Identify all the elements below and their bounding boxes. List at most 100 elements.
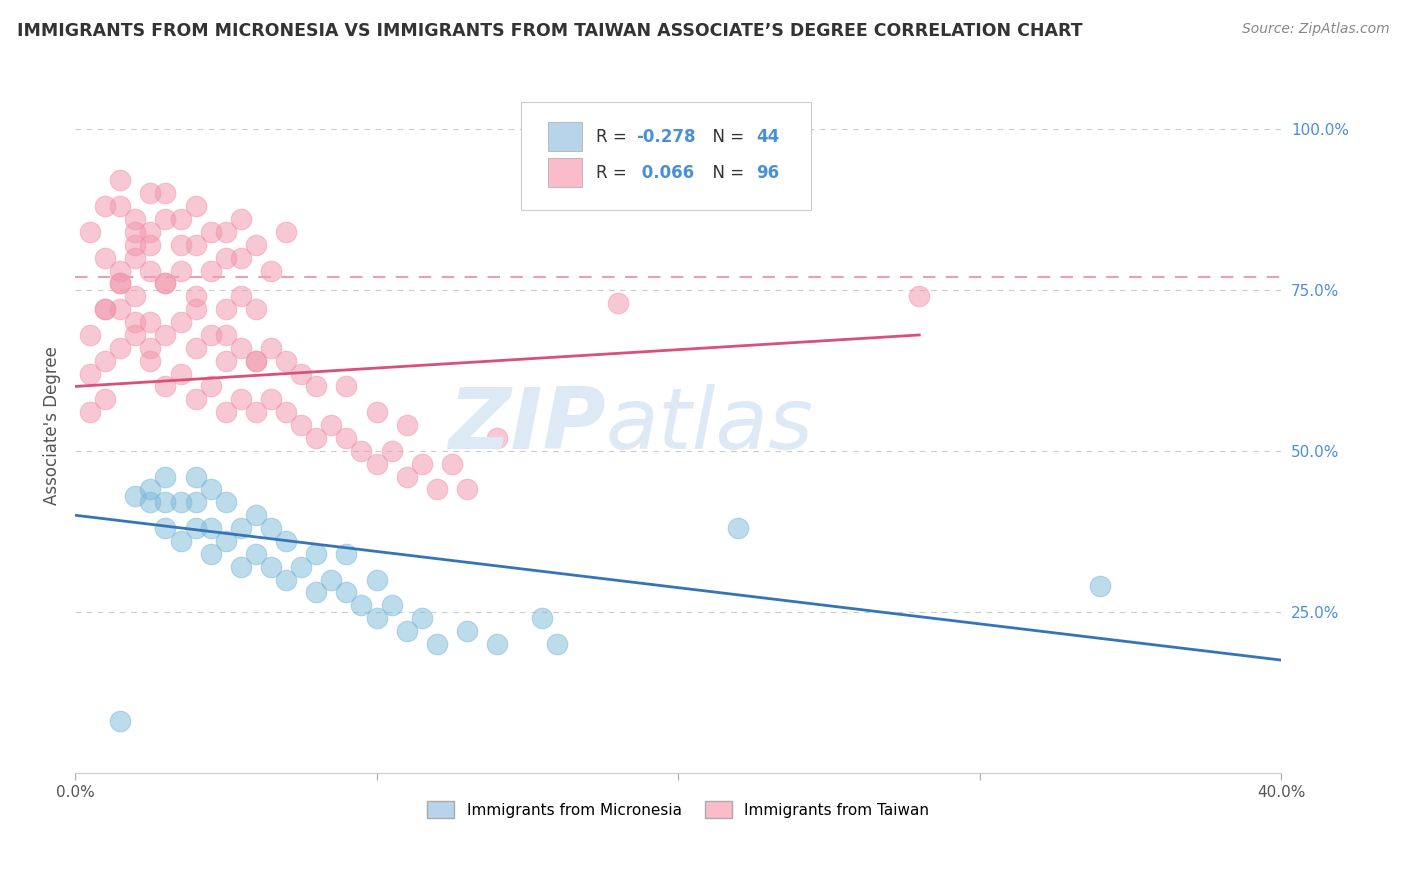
Point <box>290 559 312 574</box>
Point <box>79 405 101 419</box>
Point <box>184 199 207 213</box>
Point <box>155 277 177 291</box>
Point <box>274 405 297 419</box>
Text: N =: N = <box>702 164 749 182</box>
Point <box>727 521 749 535</box>
Point <box>124 225 146 239</box>
Point <box>124 237 146 252</box>
Point <box>169 237 191 252</box>
Point <box>110 263 132 277</box>
Point <box>411 457 433 471</box>
Point <box>110 173 132 187</box>
Point <box>245 405 267 419</box>
Point <box>169 495 191 509</box>
Point <box>200 328 222 343</box>
Point <box>305 379 328 393</box>
Point <box>486 637 509 651</box>
Point <box>229 559 252 574</box>
Point <box>139 225 162 239</box>
Point <box>169 212 191 227</box>
Point <box>274 353 297 368</box>
Point <box>305 431 328 445</box>
Point <box>411 611 433 625</box>
Point <box>229 341 252 355</box>
Point <box>169 315 191 329</box>
Point <box>321 573 343 587</box>
Point <box>184 521 207 535</box>
Point <box>215 328 238 343</box>
Point <box>215 353 238 368</box>
Point <box>139 186 162 201</box>
Point <box>94 199 117 213</box>
Point <box>260 521 283 535</box>
Point <box>245 353 267 368</box>
Point <box>335 431 357 445</box>
Point <box>94 302 117 317</box>
Point <box>274 533 297 548</box>
Point <box>184 289 207 303</box>
Point <box>94 353 117 368</box>
Point <box>110 277 132 291</box>
Point <box>395 418 418 433</box>
Point <box>79 367 101 381</box>
Point <box>184 302 207 317</box>
Point <box>155 379 177 393</box>
Point <box>155 328 177 343</box>
Point <box>139 237 162 252</box>
Text: ZIP: ZIP <box>449 384 606 467</box>
Text: 96: 96 <box>756 164 779 182</box>
Point <box>531 611 554 625</box>
Point <box>290 418 312 433</box>
Point <box>139 495 162 509</box>
Point <box>245 508 267 523</box>
Legend: Immigrants from Micronesia, Immigrants from Taiwan: Immigrants from Micronesia, Immigrants f… <box>420 796 935 824</box>
Y-axis label: Associate's Degree: Associate's Degree <box>44 346 60 505</box>
Point <box>381 599 404 613</box>
Point <box>456 483 478 497</box>
Point <box>155 277 177 291</box>
Point <box>110 714 132 729</box>
Point <box>229 251 252 265</box>
Point <box>395 469 418 483</box>
Point <box>245 302 267 317</box>
Point <box>139 263 162 277</box>
Point <box>426 483 449 497</box>
Point <box>155 521 177 535</box>
Point <box>245 353 267 368</box>
Point <box>215 495 238 509</box>
Point <box>486 431 509 445</box>
Point <box>335 585 357 599</box>
Point <box>321 418 343 433</box>
Point <box>184 237 207 252</box>
Point <box>215 533 238 548</box>
Point <box>274 573 297 587</box>
Point <box>139 353 162 368</box>
Text: R =: R = <box>596 128 633 145</box>
Point <box>94 392 117 407</box>
Point <box>169 367 191 381</box>
Point <box>229 212 252 227</box>
Point <box>350 599 373 613</box>
Point <box>366 611 388 625</box>
Point <box>335 547 357 561</box>
Text: N =: N = <box>702 128 749 145</box>
Point <box>546 637 568 651</box>
Point <box>229 289 252 303</box>
Point <box>200 263 222 277</box>
Point <box>79 328 101 343</box>
Point <box>184 495 207 509</box>
Point <box>155 495 177 509</box>
Point <box>274 225 297 239</box>
Point <box>229 521 252 535</box>
Point <box>124 489 146 503</box>
Point <box>110 341 132 355</box>
Point <box>169 263 191 277</box>
Text: IMMIGRANTS FROM MICRONESIA VS IMMIGRANTS FROM TAIWAN ASSOCIATE’S DEGREE CORRELAT: IMMIGRANTS FROM MICRONESIA VS IMMIGRANTS… <box>17 22 1083 40</box>
Text: 44: 44 <box>756 128 780 145</box>
Point <box>260 341 283 355</box>
Point <box>350 443 373 458</box>
Point <box>110 277 132 291</box>
Point <box>200 483 222 497</box>
Text: 0.066: 0.066 <box>636 164 695 182</box>
Point <box>366 457 388 471</box>
